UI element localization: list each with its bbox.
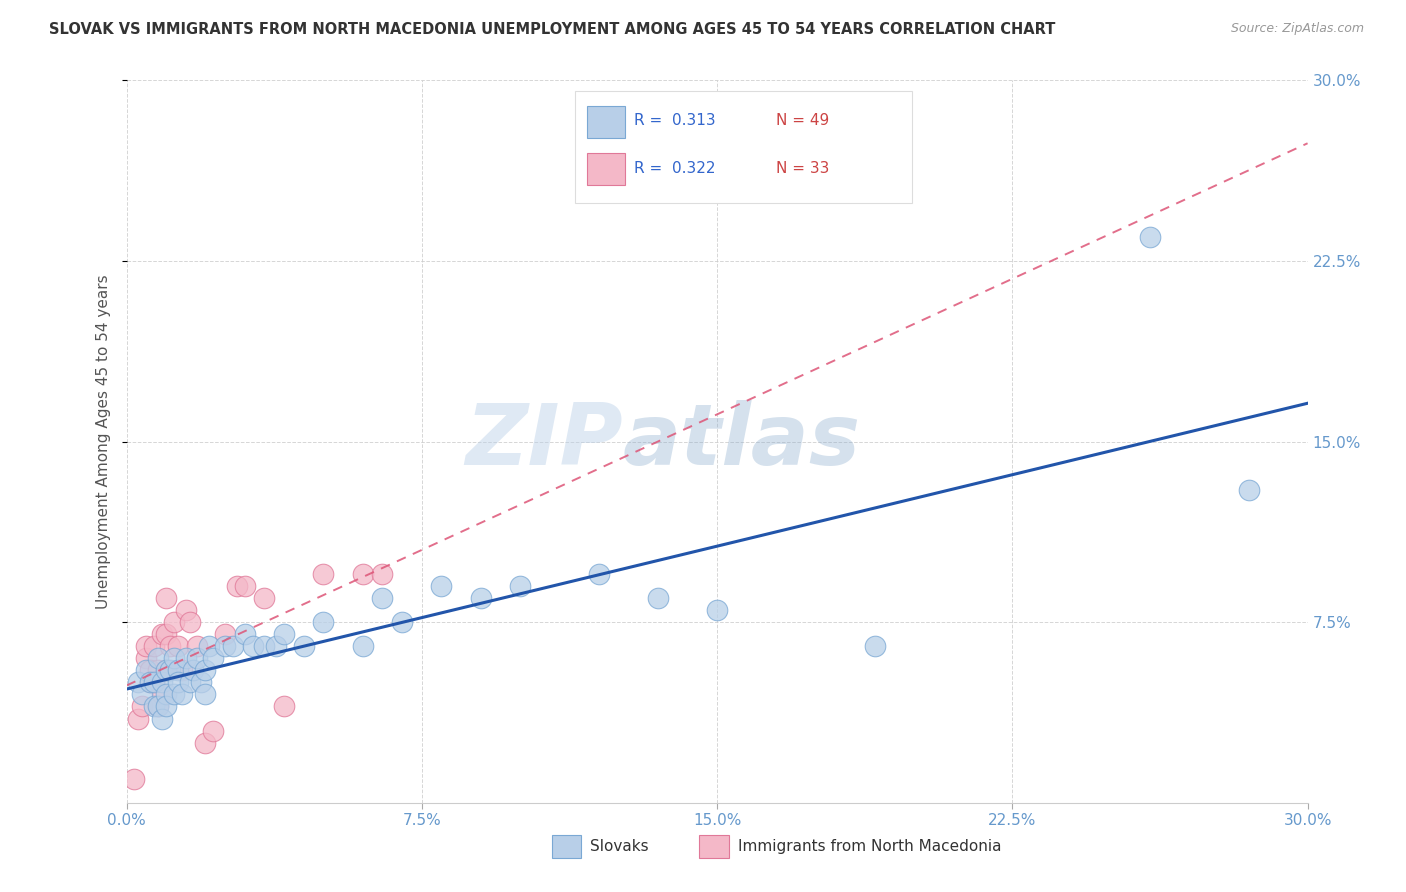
Point (135, 639, 157, 653)
Point (194, 687, 217, 701)
Point (127, 712, 149, 726)
Point (352, 639, 374, 653)
Point (174, 603, 197, 617)
Point (166, 675, 188, 690)
FancyBboxPatch shape (575, 91, 912, 203)
Point (647, 591, 669, 605)
Point (174, 651, 197, 665)
Point (242, 639, 264, 653)
Point (312, 615, 335, 630)
Point (312, 567, 335, 582)
Text: Slovaks: Slovaks (589, 838, 648, 854)
Point (214, 639, 236, 653)
Point (863, 639, 886, 653)
Point (222, 639, 245, 653)
Point (1139, 230, 1161, 244)
Point (139, 675, 162, 690)
Point (170, 664, 193, 678)
Point (264, 639, 287, 653)
Point (352, 567, 374, 582)
Point (131, 687, 153, 701)
Point (233, 627, 256, 641)
Point (159, 639, 181, 653)
Point (155, 664, 177, 678)
Point (166, 664, 188, 678)
Text: SLOVAK VS IMMIGRANTS FROM NORTH MACEDONIA UNEMPLOYMENT AMONG AGES 45 TO 54 YEARS: SLOVAK VS IMMIGRANTS FROM NORTH MACEDONI… (49, 22, 1056, 37)
Text: N = 49: N = 49 (776, 112, 830, 128)
FancyBboxPatch shape (551, 835, 581, 858)
Text: Immigrants from North Macedonia: Immigrants from North Macedonia (738, 838, 1002, 854)
Point (371, 591, 394, 605)
Point (163, 687, 186, 701)
Point (273, 627, 295, 641)
Point (470, 591, 492, 605)
Point (139, 664, 162, 678)
Point (183, 664, 205, 678)
Point (253, 591, 276, 605)
Point (150, 675, 173, 690)
Point (155, 627, 177, 641)
Point (214, 627, 236, 641)
Point (159, 664, 181, 678)
Point (143, 699, 166, 714)
Point (588, 567, 610, 582)
Point (124, 772, 146, 786)
Text: R =  0.313: R = 0.313 (634, 112, 716, 128)
Point (155, 664, 177, 678)
Point (194, 664, 217, 678)
Text: R =  0.322: R = 0.322 (634, 161, 716, 176)
Point (163, 615, 186, 630)
Point (143, 675, 166, 690)
Text: Source: ZipAtlas.com: Source: ZipAtlas.com (1230, 22, 1364, 36)
Point (190, 675, 212, 690)
Point (391, 615, 413, 630)
Point (150, 712, 173, 726)
Point (225, 579, 247, 593)
Point (170, 687, 193, 701)
Point (135, 664, 157, 678)
Point (273, 699, 295, 714)
Point (166, 639, 188, 653)
Point (131, 699, 153, 714)
Point (371, 567, 394, 582)
Point (253, 639, 276, 653)
Point (194, 735, 217, 749)
Point (163, 651, 186, 665)
Point (146, 699, 169, 714)
Point (127, 675, 149, 690)
Point (143, 639, 166, 653)
Text: ZIP: ZIP (465, 400, 623, 483)
Point (186, 651, 208, 665)
Point (233, 579, 256, 593)
Point (186, 639, 208, 653)
Point (155, 591, 177, 605)
Point (292, 639, 315, 653)
Point (150, 687, 173, 701)
Point (150, 627, 173, 641)
Point (146, 651, 169, 665)
Text: N = 33: N = 33 (776, 161, 830, 176)
Point (706, 603, 728, 617)
Point (135, 651, 157, 665)
Y-axis label: Unemployment Among Ages 45 to 54 years: Unemployment Among Ages 45 to 54 years (96, 274, 111, 609)
Point (139, 675, 162, 690)
Point (430, 579, 453, 593)
Point (202, 723, 225, 738)
FancyBboxPatch shape (588, 153, 624, 185)
Point (179, 675, 201, 690)
FancyBboxPatch shape (699, 835, 728, 858)
Point (146, 664, 169, 678)
Point (155, 699, 177, 714)
Point (143, 675, 166, 690)
Point (155, 687, 177, 701)
Point (1237, 483, 1260, 497)
Point (509, 579, 531, 593)
Text: atlas: atlas (623, 400, 860, 483)
FancyBboxPatch shape (588, 105, 624, 138)
Point (146, 699, 169, 714)
Point (202, 651, 225, 665)
Point (198, 639, 221, 653)
Point (179, 615, 201, 630)
